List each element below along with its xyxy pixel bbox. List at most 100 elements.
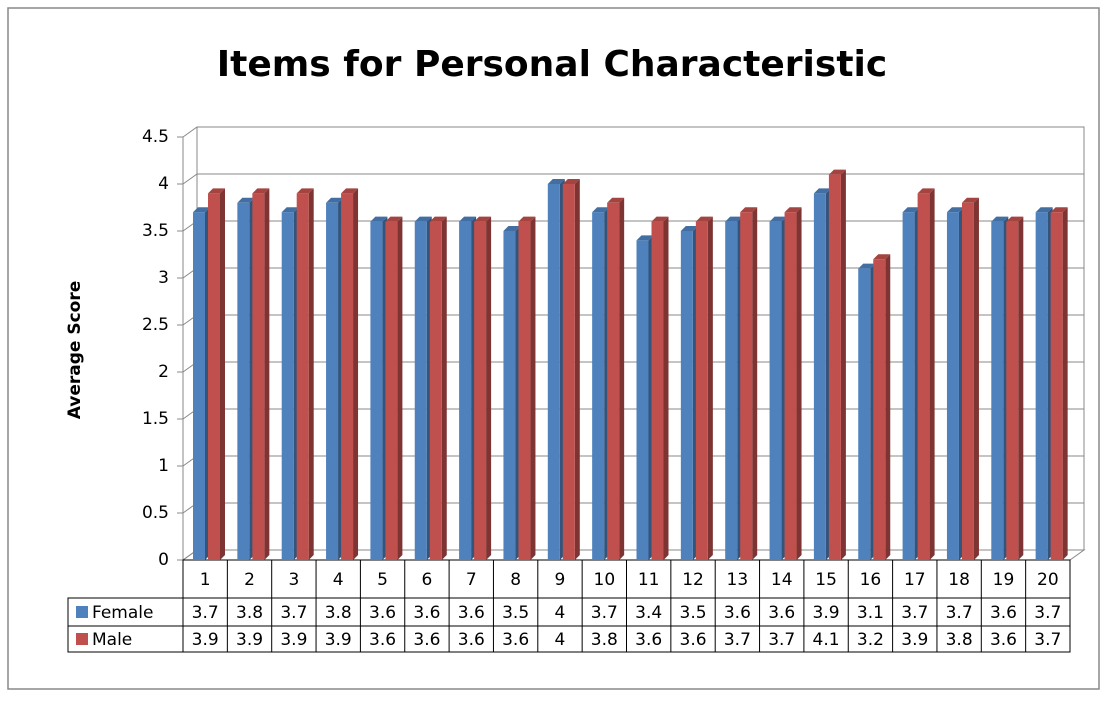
- bar: [902, 212, 915, 560]
- bar: [385, 221, 398, 560]
- bar-top: [680, 226, 698, 231]
- bar: [1050, 212, 1063, 560]
- table-value: 3.6: [680, 630, 707, 650]
- table-value: 3.6: [458, 630, 485, 650]
- table-value: 3.6: [413, 603, 440, 623]
- x-tick-label: 4: [333, 570, 344, 590]
- bar-side: [1062, 207, 1068, 560]
- table-value: 3.6: [413, 630, 440, 650]
- bar: [518, 221, 531, 560]
- bar-side: [264, 188, 270, 560]
- table-value: 4: [555, 603, 566, 623]
- bar-side: [486, 216, 492, 560]
- bar: [208, 193, 220, 560]
- bar-top: [946, 207, 964, 213]
- legend-label: Male: [92, 630, 132, 650]
- y-tick-label: 0.5: [142, 503, 169, 523]
- bar-top: [769, 216, 787, 222]
- bar-top: [1006, 216, 1024, 222]
- bar-top: [503, 226, 521, 231]
- bar-top: [991, 216, 1009, 222]
- table-value: 3.9: [280, 630, 307, 650]
- bar: [991, 221, 1004, 560]
- bar-top: [281, 207, 299, 213]
- bar: [961, 202, 974, 561]
- x-tick-label: 13: [727, 570, 749, 590]
- table-value: 3.6: [369, 603, 396, 623]
- table-value: 3.7: [280, 603, 307, 623]
- bar-top: [518, 216, 536, 222]
- bar: [370, 221, 383, 560]
- table-value: 3.6: [990, 603, 1017, 623]
- table-value: 3.7: [901, 603, 928, 623]
- table-value: 3.8: [236, 603, 263, 623]
- bar: [341, 193, 354, 560]
- bar-top: [459, 216, 477, 222]
- bar: [193, 212, 205, 560]
- bar-side: [220, 188, 225, 560]
- bar: [1006, 221, 1019, 560]
- bar: [828, 174, 841, 560]
- table-value: 3.6: [502, 630, 529, 650]
- bar-top: [414, 216, 432, 222]
- bar-top: [592, 207, 610, 213]
- bar: [326, 202, 339, 561]
- bar-top: [961, 197, 979, 203]
- y-tick-label: 2.5: [142, 315, 169, 335]
- table-value: 3.6: [458, 603, 485, 623]
- bar-top: [429, 216, 447, 222]
- table-value: 3.9: [236, 630, 263, 650]
- bar: [725, 221, 738, 560]
- bar-top: [917, 188, 935, 194]
- table-value: 3.9: [325, 630, 352, 650]
- x-tick-label: 17: [904, 570, 926, 590]
- bar-top: [651, 216, 669, 222]
- bar-top: [385, 216, 403, 222]
- table-value: 3.8: [325, 603, 352, 623]
- bar-top: [341, 188, 359, 194]
- x-tick-label: 16: [860, 570, 882, 590]
- grid-line: [182, 173, 1084, 185]
- legend-key: [76, 606, 88, 618]
- bar-top: [208, 188, 225, 194]
- bar: [547, 184, 560, 560]
- x-tick-label: 3: [288, 570, 299, 590]
- bar-side: [840, 169, 846, 560]
- bar-side: [973, 197, 979, 561]
- bar: [946, 212, 959, 560]
- table-value: 3.7: [192, 603, 219, 623]
- bar-side: [796, 207, 802, 560]
- table-value: 3.6: [369, 630, 396, 650]
- bar: [503, 231, 516, 560]
- bar-top: [858, 263, 876, 269]
- x-tick-label: 11: [638, 570, 660, 590]
- bar: [740, 212, 753, 560]
- x-tick-label: 19: [993, 570, 1015, 590]
- bar: [281, 212, 294, 560]
- table-value: 3.2: [857, 630, 884, 650]
- x-tick-label: 18: [948, 570, 970, 590]
- bar-side: [663, 216, 669, 560]
- bar: [429, 221, 442, 560]
- bar: [769, 221, 782, 560]
- table-value: 3.7: [1034, 630, 1061, 650]
- y-tick-label: 4: [158, 174, 169, 194]
- bar-top: [902, 207, 920, 213]
- table-value: 3.6: [724, 603, 751, 623]
- bar-side: [752, 207, 758, 560]
- x-tick-label: 10: [594, 570, 616, 590]
- y-tick-label: 0: [158, 550, 169, 570]
- bar-side: [1018, 216, 1024, 560]
- x-tick-label: 9: [555, 570, 566, 590]
- bar: [474, 221, 487, 560]
- table-value: 4.1: [813, 630, 840, 650]
- bar-top: [784, 207, 802, 213]
- bar-top: [237, 197, 255, 203]
- bar-top: [474, 216, 492, 222]
- x-tick-label: 8: [510, 570, 521, 590]
- x-tick-label: 12: [682, 570, 704, 590]
- bar-top: [1035, 207, 1053, 213]
- bar-top: [296, 188, 314, 194]
- bar-top: [607, 197, 625, 203]
